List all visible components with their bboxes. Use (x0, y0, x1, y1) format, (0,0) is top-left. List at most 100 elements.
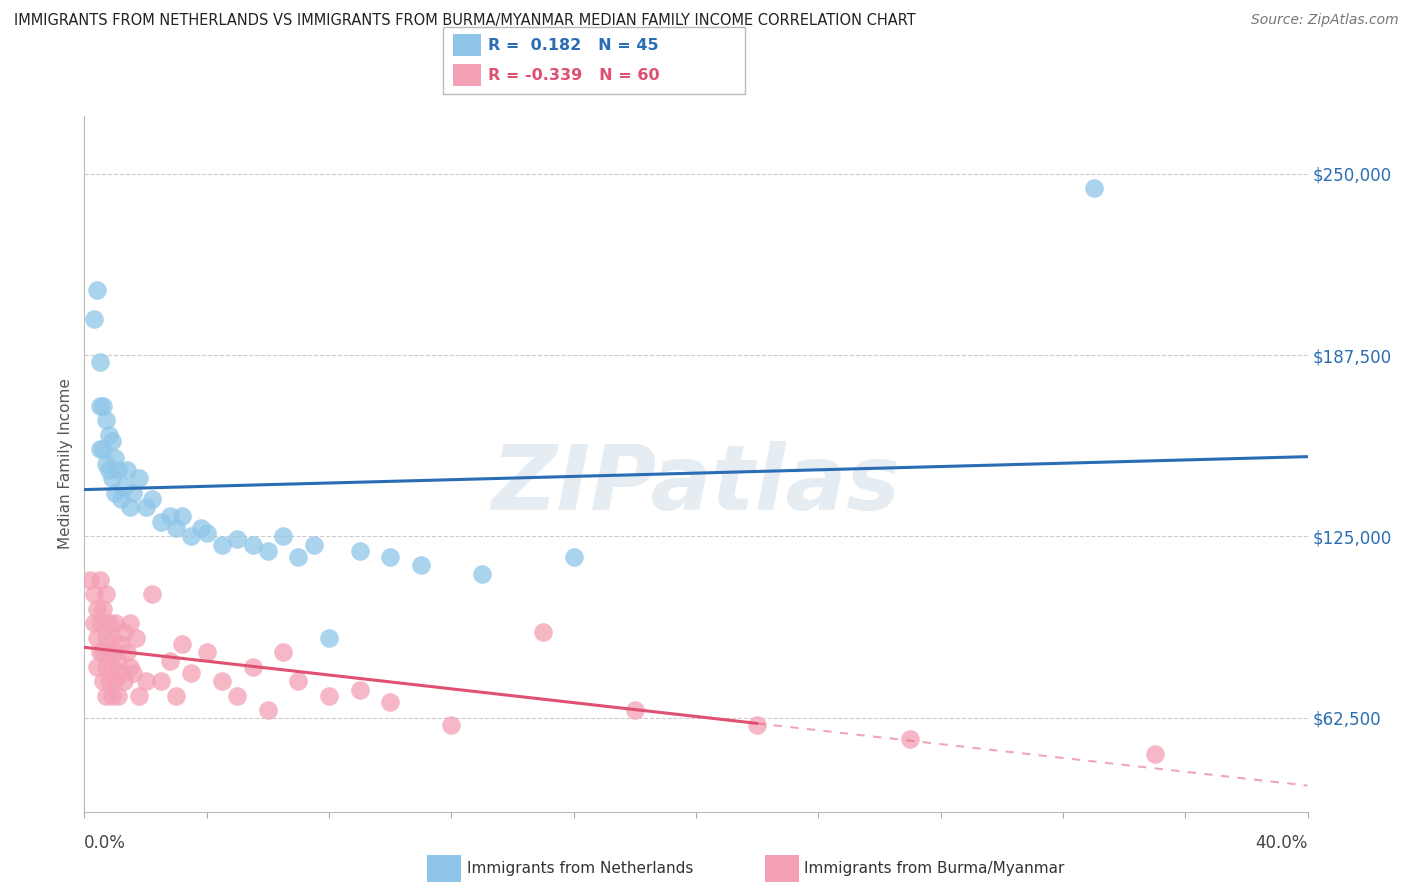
Point (302, 538, 325, 552)
Point (271, 529, 294, 543)
Point (195, 645, 218, 659)
Point (122, 665, 145, 680)
Point (97, 674, 120, 689)
Point (135, 500, 157, 515)
Point (120, 616, 142, 631)
Point (101, 660, 124, 674)
Point (89, 616, 111, 631)
Point (257, 543, 280, 558)
Point (141, 491, 163, 506)
Point (211, 674, 233, 689)
Text: 0.0%: 0.0% (84, 834, 127, 852)
Point (94, 587, 117, 601)
Point (89, 355, 111, 369)
Point (101, 689, 124, 703)
Point (91, 601, 114, 615)
Point (89, 645, 111, 659)
Point (94, 457, 117, 471)
Point (380, 549, 402, 564)
Point (141, 587, 163, 601)
Point (349, 543, 371, 558)
Point (165, 689, 187, 703)
Point (242, 660, 264, 674)
Point (120, 660, 142, 674)
Point (86, 601, 108, 615)
Text: Immigrants from Burma/Myanmar: Immigrants from Burma/Myanmar (804, 862, 1064, 876)
Point (318, 631, 340, 645)
Point (89, 442, 111, 457)
Point (135, 674, 157, 689)
Point (149, 674, 172, 689)
Point (349, 683, 371, 698)
Point (86, 631, 108, 645)
Point (380, 694, 402, 708)
Point (125, 631, 148, 645)
Point (97, 427, 120, 442)
Point (180, 529, 202, 543)
Point (190, 521, 212, 535)
Text: Source: ZipAtlas.com: Source: ZipAtlas.com (1251, 13, 1399, 28)
Point (747, 717, 769, 731)
Point (471, 567, 494, 582)
Point (115, 645, 138, 659)
Point (97, 462, 120, 476)
Text: ZIPatlas: ZIPatlas (492, 441, 900, 529)
Point (115, 462, 138, 476)
Point (195, 526, 218, 541)
Point (226, 689, 249, 703)
Point (112, 624, 135, 639)
Point (91, 399, 114, 413)
Text: R = -0.339   N = 60: R = -0.339 N = 60 (488, 68, 659, 83)
Point (104, 616, 127, 631)
Point (86, 660, 108, 674)
Point (91, 645, 114, 659)
Text: 40.0%: 40.0% (1256, 834, 1308, 852)
Point (97, 645, 120, 659)
Point (440, 717, 463, 731)
Point (159, 508, 181, 523)
Point (149, 515, 172, 529)
Point (562, 549, 585, 564)
Point (287, 549, 309, 564)
Point (110, 637, 132, 651)
Point (1083, 181, 1105, 195)
Point (172, 508, 194, 523)
Point (110, 491, 132, 506)
Point (257, 703, 280, 717)
Point (104, 674, 127, 689)
Point (271, 645, 294, 659)
Point (120, 500, 142, 515)
Point (107, 462, 129, 476)
Point (86, 283, 108, 297)
Point (242, 538, 264, 552)
Y-axis label: Median Family Income: Median Family Income (58, 378, 73, 549)
Point (101, 471, 124, 485)
Point (122, 485, 145, 500)
Point (83, 616, 105, 631)
Point (159, 654, 181, 668)
Point (101, 631, 124, 645)
Point (1143, 747, 1166, 761)
Text: R =  0.182   N = 45: R = 0.182 N = 45 (488, 37, 658, 53)
Point (104, 645, 127, 659)
Point (180, 665, 202, 680)
Point (110, 665, 132, 680)
Point (107, 689, 129, 703)
Point (409, 558, 432, 573)
Point (112, 480, 135, 494)
Point (107, 654, 129, 668)
Point (94, 660, 117, 674)
Point (89, 399, 111, 413)
Point (94, 413, 117, 427)
Point (112, 674, 135, 689)
Point (89, 573, 111, 587)
Point (128, 689, 150, 703)
Text: Immigrants from Netherlands: Immigrants from Netherlands (467, 862, 693, 876)
Point (97, 616, 120, 631)
Point (104, 485, 127, 500)
Point (94, 689, 117, 703)
Point (898, 732, 921, 747)
Point (94, 631, 117, 645)
Point (211, 538, 233, 552)
Point (226, 532, 249, 546)
